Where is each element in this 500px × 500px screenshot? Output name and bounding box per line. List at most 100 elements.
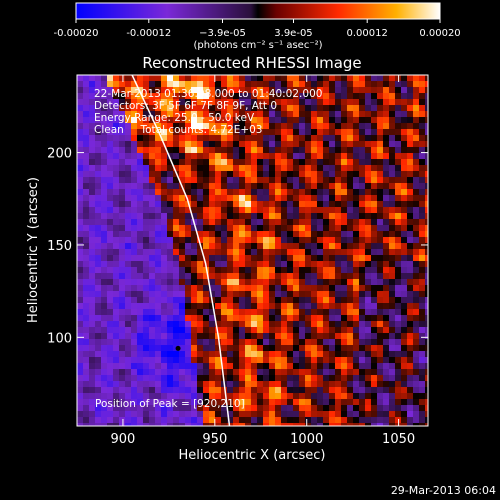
heatmap-cell [227, 231, 234, 238]
heatmap-cell [101, 87, 108, 94]
heatmap-cell [233, 405, 240, 412]
heatmap-cell [293, 117, 300, 124]
heatmap-cell [365, 291, 372, 298]
heatmap-cell [251, 285, 258, 292]
heatmap-cell [155, 267, 162, 274]
heatmap-cell [143, 351, 150, 358]
heatmap-cell [125, 327, 132, 334]
heatmap-cell [293, 303, 300, 310]
heatmap-cell [77, 321, 84, 328]
heatmap-cell [179, 243, 186, 250]
heatmap-cell [335, 297, 342, 304]
heatmap-cell [317, 255, 324, 262]
heatmap-cell [389, 297, 396, 304]
heatmap-cell [257, 279, 264, 286]
heatmap-cell [395, 261, 402, 268]
heatmap-cell [101, 351, 108, 358]
heatmap-cell [113, 129, 120, 136]
heatmap-cell [359, 93, 366, 100]
heatmap-cell [389, 285, 396, 292]
heatmap-cell [95, 393, 102, 400]
heatmap-cell [233, 357, 240, 364]
heatmap-cell [383, 171, 390, 178]
heatmap-cell [89, 375, 96, 382]
heatmap-cell [245, 381, 252, 388]
heatmap-cell [299, 321, 306, 328]
heatmap-cell [293, 129, 300, 136]
heatmap-cell [251, 393, 258, 400]
heatmap-cell [215, 345, 222, 352]
heatmap-cell [197, 375, 204, 382]
heatmap-cell [101, 417, 108, 424]
heatmap-cell [353, 381, 360, 388]
heatmap-cell [401, 285, 408, 292]
heatmap-cell [287, 273, 294, 280]
heatmap-cell [257, 321, 264, 328]
heatmap-cell [125, 195, 132, 202]
heatmap-cell [209, 159, 216, 166]
heatmap-cell [413, 231, 420, 238]
heatmap-cell [137, 399, 144, 406]
heatmap-cell [131, 267, 138, 274]
heatmap-cell [383, 255, 390, 262]
heatmap-cell [377, 117, 384, 124]
heatmap-cell [281, 225, 288, 232]
heatmap-cell [131, 237, 138, 244]
heatmap-cell [257, 381, 264, 388]
heatmap-cell [305, 297, 312, 304]
heatmap-cell [359, 117, 366, 124]
heatmap-cell [383, 225, 390, 232]
heatmap-cell [113, 339, 120, 346]
heatmap-cell [137, 189, 144, 196]
heatmap-cell [77, 411, 84, 418]
heatmap-cell [353, 291, 360, 298]
heatmap-cell [323, 117, 330, 124]
heatmap-cell [257, 339, 264, 346]
heatmap-cell [221, 141, 228, 148]
heatmap-cell [239, 297, 246, 304]
heatmap-cell [101, 177, 108, 184]
heatmap-cell [281, 285, 288, 292]
heatmap-cell [353, 87, 360, 94]
heatmap-cell [341, 291, 348, 298]
heatmap-cell [341, 309, 348, 316]
heatmap-cell [101, 231, 108, 238]
heatmap-cell [239, 159, 246, 166]
heatmap-cell [281, 75, 288, 82]
heatmap-cell [305, 399, 312, 406]
heatmap-cell [113, 81, 120, 88]
heatmap-cell [401, 279, 408, 286]
heatmap-cell [287, 255, 294, 262]
heatmap-cell [161, 135, 168, 142]
heatmap-cell [311, 195, 318, 202]
heatmap-cell [203, 117, 210, 124]
heatmap-cell [269, 345, 276, 352]
heatmap-cell [407, 117, 414, 124]
heatmap-cell [323, 273, 330, 280]
heatmap-cell [269, 255, 276, 262]
colorbar-gradient [75, 2, 441, 20]
heatmap-cell [173, 267, 180, 274]
heatmap-cell [389, 261, 396, 268]
heatmap-cell [179, 393, 186, 400]
heatmap-cell [227, 339, 234, 346]
heatmap-cell [251, 201, 258, 208]
heatmap-cell [365, 93, 372, 100]
heatmap-cell [347, 285, 354, 292]
heatmap-cell [269, 411, 276, 418]
heatmap-cell [293, 99, 300, 106]
heatmap-cell [221, 237, 228, 244]
heatmap-cell [155, 105, 162, 112]
heatmap-cell [311, 381, 318, 388]
heatmap-cell [263, 417, 270, 424]
heatmap-cell [209, 405, 216, 412]
heatmap-cell [179, 93, 186, 100]
heatmap-cell [287, 147, 294, 154]
heatmap-cell [353, 351, 360, 358]
heatmap-cell [317, 417, 324, 424]
heatmap-cell [359, 327, 366, 334]
heatmap-cell [239, 123, 246, 130]
heatmap-cell [371, 207, 378, 214]
heatmap-cell [119, 135, 126, 142]
heatmap-cell [203, 393, 210, 400]
